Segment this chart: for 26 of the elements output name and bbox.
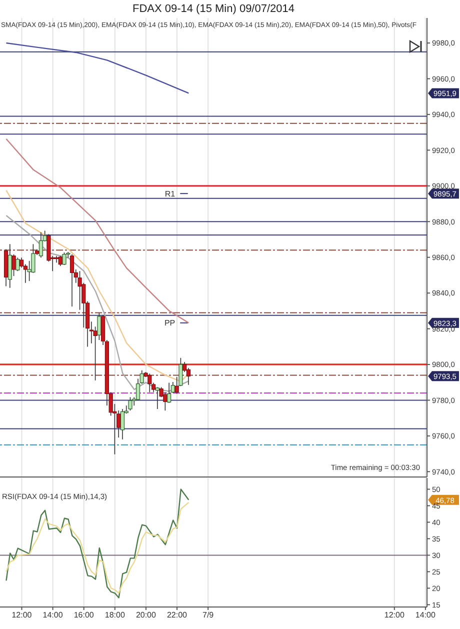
x-tick-label: 12:00 [12, 610, 32, 620]
candlestick [38, 232, 43, 258]
line-series [6, 138, 190, 324]
ref-line-label: R1 [164, 189, 176, 198]
line-series [6, 214, 190, 392]
candlestick [12, 254, 16, 276]
x-tick-label: 7/9 [202, 610, 214, 620]
x-tick-label: 20:00 [136, 610, 157, 620]
x-tick-label: 12:00 [384, 610, 405, 620]
x-tick-label: 18:00 [104, 610, 126, 620]
candlestick [148, 373, 152, 393]
candlestick [128, 396, 132, 411]
candlestick [120, 408, 125, 440]
x-tick-label: 22:00 [166, 610, 188, 620]
candlestick [54, 255, 59, 264]
chart-title: FDAX 09-14 (15 Min) 09/07/2014 [131, 2, 296, 17]
x-tick-label: 16:00 [74, 610, 94, 620]
x-tick-label: 14:00 [42, 610, 64, 620]
line-series [6, 42, 190, 94]
line-series [6, 502, 190, 594]
candlestick [174, 376, 179, 394]
candlestick [62, 252, 66, 266]
x-tick-label: 14:00 [415, 610, 436, 620]
ref-line-label: PP [164, 318, 176, 328]
candlestick [70, 254, 74, 307]
candlestick [155, 386, 160, 410]
